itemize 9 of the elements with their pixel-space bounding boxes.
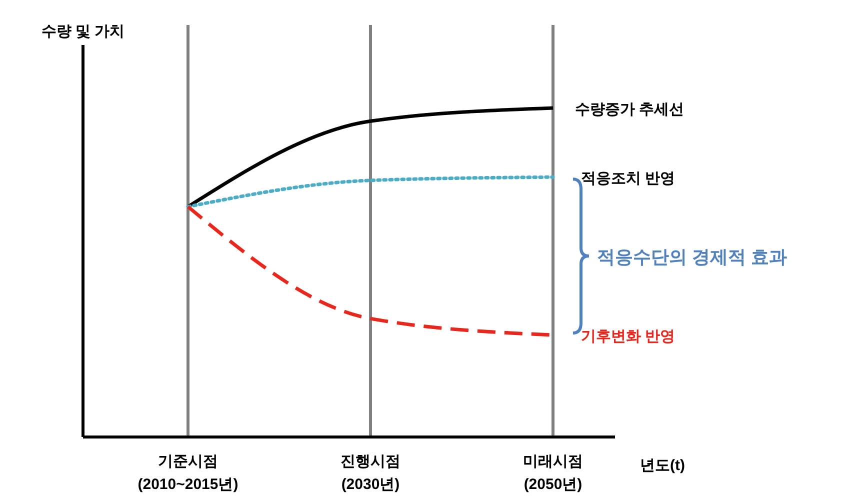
series-label: 적응조치 반영	[581, 170, 676, 188]
series-label: 수량증가 추세선	[575, 101, 684, 118]
y-axis-title: 수량 및 가치	[41, 23, 125, 40]
x-tick-label: 진행시점 (2030년)	[340, 453, 400, 493]
series-label: 기후변화 반영	[581, 328, 676, 346]
x-axis-title: 년도(t)	[640, 457, 685, 474]
annotation: 적응수단의 경제적 효과	[597, 247, 788, 268]
x-tick-label: 기준시점 (2010~2015년)	[138, 453, 238, 493]
x-tick-label: 미래시점 (2050년)	[523, 453, 583, 493]
